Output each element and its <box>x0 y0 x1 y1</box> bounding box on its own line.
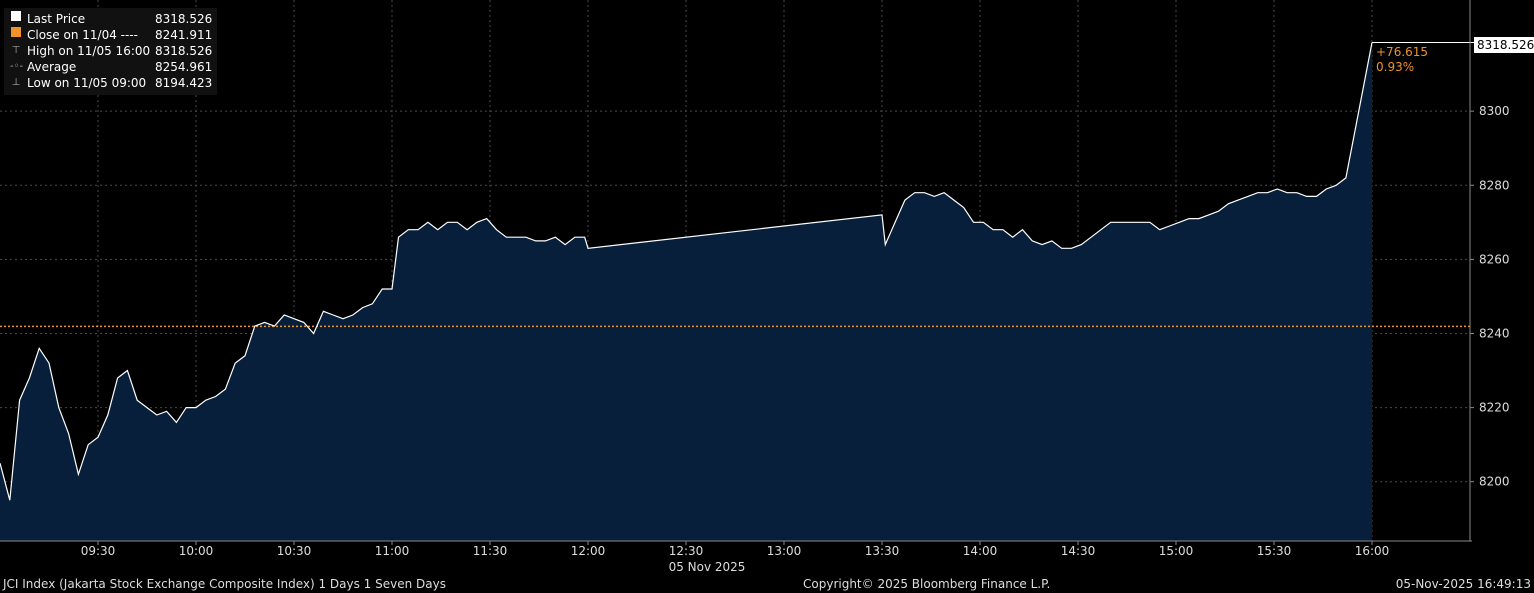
y-tick-label: 8300 <box>1479 104 1510 118</box>
x-tick-label: 10:00 <box>179 544 214 558</box>
legend-row-low: ⊥ Low on 11/05 09:00 8194.423 <box>10 75 213 91</box>
price-change-annotation: +76.615 0.93% <box>1376 45 1428 75</box>
legend-label: Last Price <box>27 12 86 26</box>
legend-label: Close on 11/04 ---- <box>27 28 138 42</box>
x-tick-label: 10:30 <box>277 544 312 558</box>
y-tick-label: 8200 <box>1479 475 1510 489</box>
x-tick-label: 12:30 <box>669 544 704 558</box>
x-axis-date-label: 05 Nov 2025 <box>669 560 746 574</box>
legend-label: Low on 11/05 09:00 <box>27 76 147 90</box>
footer-copyright: Copyright© 2025 Bloomberg Finance L.P. <box>803 577 1051 591</box>
y-tick-label: 8260 <box>1479 252 1510 266</box>
close-swatch <box>10 27 22 43</box>
price-change-percent: 0.93% <box>1376 60 1415 74</box>
legend-row-high: ⊤ High on 11/05 16:00 8318.526 <box>10 43 213 59</box>
x-tick-label: 11:30 <box>473 544 508 558</box>
y-tick-label: 8220 <box>1479 401 1510 415</box>
legend-value: 8241.911 <box>155 28 213 42</box>
legend-row-last-price: Last Price 8318.526 <box>10 11 213 27</box>
y-axis-ticks: 8200 8220 8240 8260 8280 8300 <box>1470 104 1510 489</box>
x-tick-label: 11:00 <box>375 544 410 558</box>
last-price-line <box>0 42 1373 501</box>
x-tick-label: 14:00 <box>963 544 998 558</box>
average-marker-icon: -◦- <box>10 61 24 72</box>
x-tick-label: 13:00 <box>767 544 802 558</box>
x-tick-label: 15:30 <box>1257 544 1292 558</box>
x-tick-label: 15:00 <box>1159 544 1194 558</box>
x-tick-label: 13:30 <box>865 544 900 558</box>
low-marker-icon: ⊥ <box>11 77 21 88</box>
legend-value: 8194.423 <box>155 76 213 90</box>
price-change-value: +76.615 <box>1376 45 1429 59</box>
legend-value: 8254.961 <box>155 60 213 74</box>
y-tick-label: 8280 <box>1479 178 1510 192</box>
chart-footer: JCI Index (Jakarta Stock Exchange Compos… <box>0 576 1534 593</box>
x-tick-label: 14:30 <box>1061 544 1096 558</box>
price-area-fill <box>0 42 1372 541</box>
legend-label: Average <box>27 60 77 74</box>
last-price-tag: 8318.526 <box>1474 37 1534 53</box>
legend-row-close: Close on 11/04 ---- 8241.911 <box>10 27 213 43</box>
legend-label: High on 11/05 16:00 <box>27 44 151 58</box>
x-tick-label: 09:30 <box>81 544 116 558</box>
legend-row-average: -◦- Average 8254.961 <box>10 59 213 75</box>
last-price-swatch <box>10 11 22 27</box>
chart-legend: Last Price 8318.526 Close on 11/04 ---- … <box>4 8 217 95</box>
legend-value: 8318.526 <box>155 12 213 26</box>
x-tick-label: 12:00 <box>571 544 606 558</box>
legend-value: 8318.526 <box>155 44 213 58</box>
footer-timestamp: 05-Nov-2025 16:49:13 <box>1395 577 1531 591</box>
y-tick-label: 8240 <box>1479 326 1510 340</box>
x-tick-label: 16:00 <box>1355 544 1390 558</box>
x-axis-ticks: 09:30 10:00 10:30 11:00 11:30 12:00 12:30 13:00… <box>81 541 1390 558</box>
high-marker-icon: ⊤ <box>11 45 21 56</box>
footer-description: JCI Index (Jakarta Stock Exchange Compos… <box>3 577 446 591</box>
